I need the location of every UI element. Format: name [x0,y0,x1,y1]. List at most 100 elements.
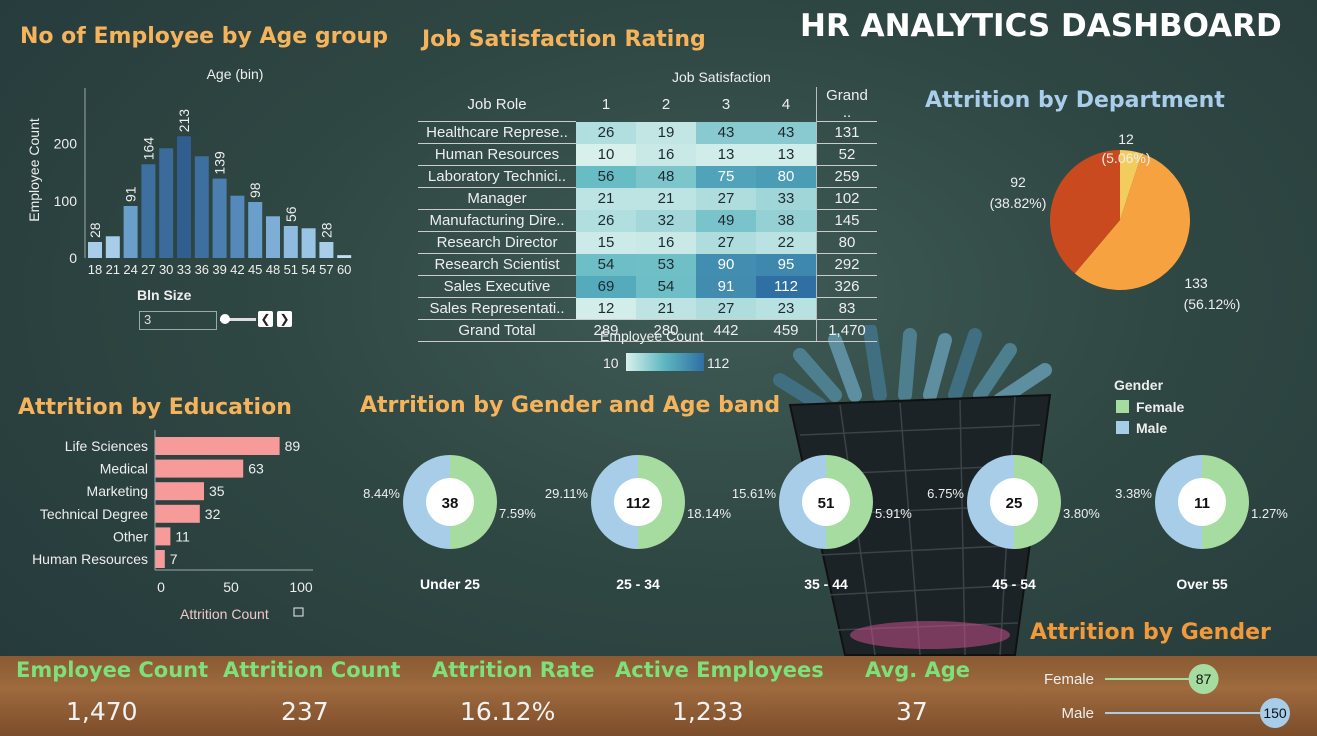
gender-lollipop-label: 150 [1263,705,1287,721]
age-band-label: 45 - 54 [992,576,1036,592]
education-bar [155,504,200,523]
education-bar-label: 11 [175,528,190,544]
donut-left-pct: 29.11% [545,486,589,501]
bin-size-label: Bln Size [137,287,192,303]
donut-hole [614,478,662,526]
gender-age-title: Atrrition by Gender and Age band [360,393,781,418]
satisfaction-cell: 54 [576,253,636,276]
satisfaction-cell: 16 [636,231,696,254]
employee-count-legend-title: Employee Count [600,328,704,344]
education-bar [155,459,244,478]
age-band-label: 25 - 34 [616,576,660,592]
education-category-label: Marketing [87,483,148,499]
satisfaction-cell: 32 [636,209,696,232]
donut-left-pct: 3.38% [1115,486,1152,501]
table-row: Laboratory Technici.. 56 48 75 80 259 [418,165,877,188]
satisfaction-cell: 13 [696,143,756,166]
gender-legend-title: Gender [1114,377,1164,393]
job-role-cell: Research Director [418,231,576,254]
age-bar [177,136,191,258]
kpi-label-employee-count: Employee Count [16,658,209,682]
job-satisfaction-col-header: Job Satisfaction [672,69,771,85]
donut-right-pct: 5.91% [875,506,912,521]
kpi-value-active-employees: 1,233 [672,697,744,726]
pie-label-value: 92 [1010,174,1026,190]
attrition-education-title: Attrition by Education [18,395,292,420]
satisfaction-cell: 43 [696,121,756,144]
row-total-cell: 83 [816,297,877,320]
donut-center-value: 25 [1006,495,1023,512]
pie-label-pct: (38.82%) [990,195,1047,211]
job-satisfaction-table: Job Role 1 2 3 4 Grand .. Healthcare Represe..… [418,87,877,342]
satisfaction-cell: 48 [636,165,696,188]
age-chart-y-label: Employee Count [26,118,42,222]
donut-right-pct: 3.80% [1063,506,1100,521]
age-bar-label: 213 [176,109,192,133]
satisfaction-cell: 16 [636,143,696,166]
satisfaction-cell: 49 [696,209,756,232]
education-category-label: Medical [100,461,148,477]
bin-size-slider[interactable] [220,318,256,321]
age-chart-axis-title: Age (bin) [207,66,264,82]
education-category-label: Other [113,528,148,544]
satisfaction-cell: 27 [696,297,756,320]
education-bar-label: 89 [285,438,301,454]
education-bar [155,550,165,568]
kpi-value-employee-count: 1,470 [66,697,138,726]
age-bar-label: 98 [247,182,263,198]
attrition-department-title: Attrition by Department [925,88,1225,113]
pie-label-value: 133 [1184,275,1208,291]
age-chart-x-tick: 57 [319,262,333,277]
bin-size-input[interactable]: 3 [139,311,217,330]
satisfaction-cell: 38 [756,209,817,232]
education-bar-label: 35 [209,483,225,499]
satisfaction-cell: 12 [576,297,636,320]
age-chart-x-tick: 24 [123,262,137,277]
chevron-right-icon[interactable]: ❯ [277,311,292,327]
job-role-cell: Manager [418,187,576,210]
age-bar [88,242,102,258]
satisfaction-column-header: 4 [781,95,791,113]
attrition-department-pie: 12 (5.06%) 133 (56.12%) 92 (38.82%) [990,131,1241,312]
age-chart-y-tick: 0 [69,250,77,266]
row-total-cell: 80 [816,231,877,254]
age-chart-x-tick: 60 [337,262,351,277]
education-bar-label: 63 [248,461,264,477]
gender-category-label: Female [1044,671,1094,688]
grand-total-cell: 289 [576,319,636,342]
kpi-label-attrition-rate: Attrition Rate [432,658,595,682]
education-x-tick: 50 [223,579,239,595]
education-bar [155,482,204,501]
satisfaction-cell: 80 [756,165,817,188]
bin-size-slider-handle[interactable] [220,314,230,324]
kpi-label-avg-age: Avg. Age [865,658,971,682]
job-role-cell: Sales Executive [418,275,576,298]
gender-lollipop-label: 87 [1196,671,1212,687]
donut-center-value: 11 [1194,495,1210,512]
job-role-header: Job Role [467,95,527,113]
age-bar [194,156,209,258]
donut-left-pct: 15.61% [732,486,777,501]
education-bar [155,437,280,455]
attrition-gender-title: Attrition by Gender [1030,620,1271,645]
pie-label-value: 12 [1118,131,1134,147]
satisfaction-cell: 91 [696,275,756,298]
satisfaction-column-header: 2 [661,95,671,113]
pie-label-pct: (56.12%) [1184,296,1241,312]
satisfaction-cell: 53 [636,253,696,276]
satisfaction-cell: 21 [576,187,636,210]
table-row: Sales Executive 69 54 91 112 326 [418,275,877,298]
satisfaction-cell: 19 [636,121,696,144]
job-satisfaction-title: Job Satisfaction Rating [422,27,706,52]
age-bar-label: 164 [140,137,156,161]
donut-center-value: 51 [818,495,835,512]
row-total-cell: 52 [816,143,877,166]
legend-label-male: Male [1136,420,1168,436]
department-pie-slice [1120,150,1142,220]
age-chart-x-tick: 54 [301,262,315,277]
age-chart-x-tick: 36 [195,262,209,277]
chevron-left-icon[interactable]: ❮ [258,311,273,327]
age-bar [266,216,280,258]
satisfaction-cell: 27 [696,231,756,254]
table-row: Human Resources 10 16 13 13 52 [418,143,877,166]
